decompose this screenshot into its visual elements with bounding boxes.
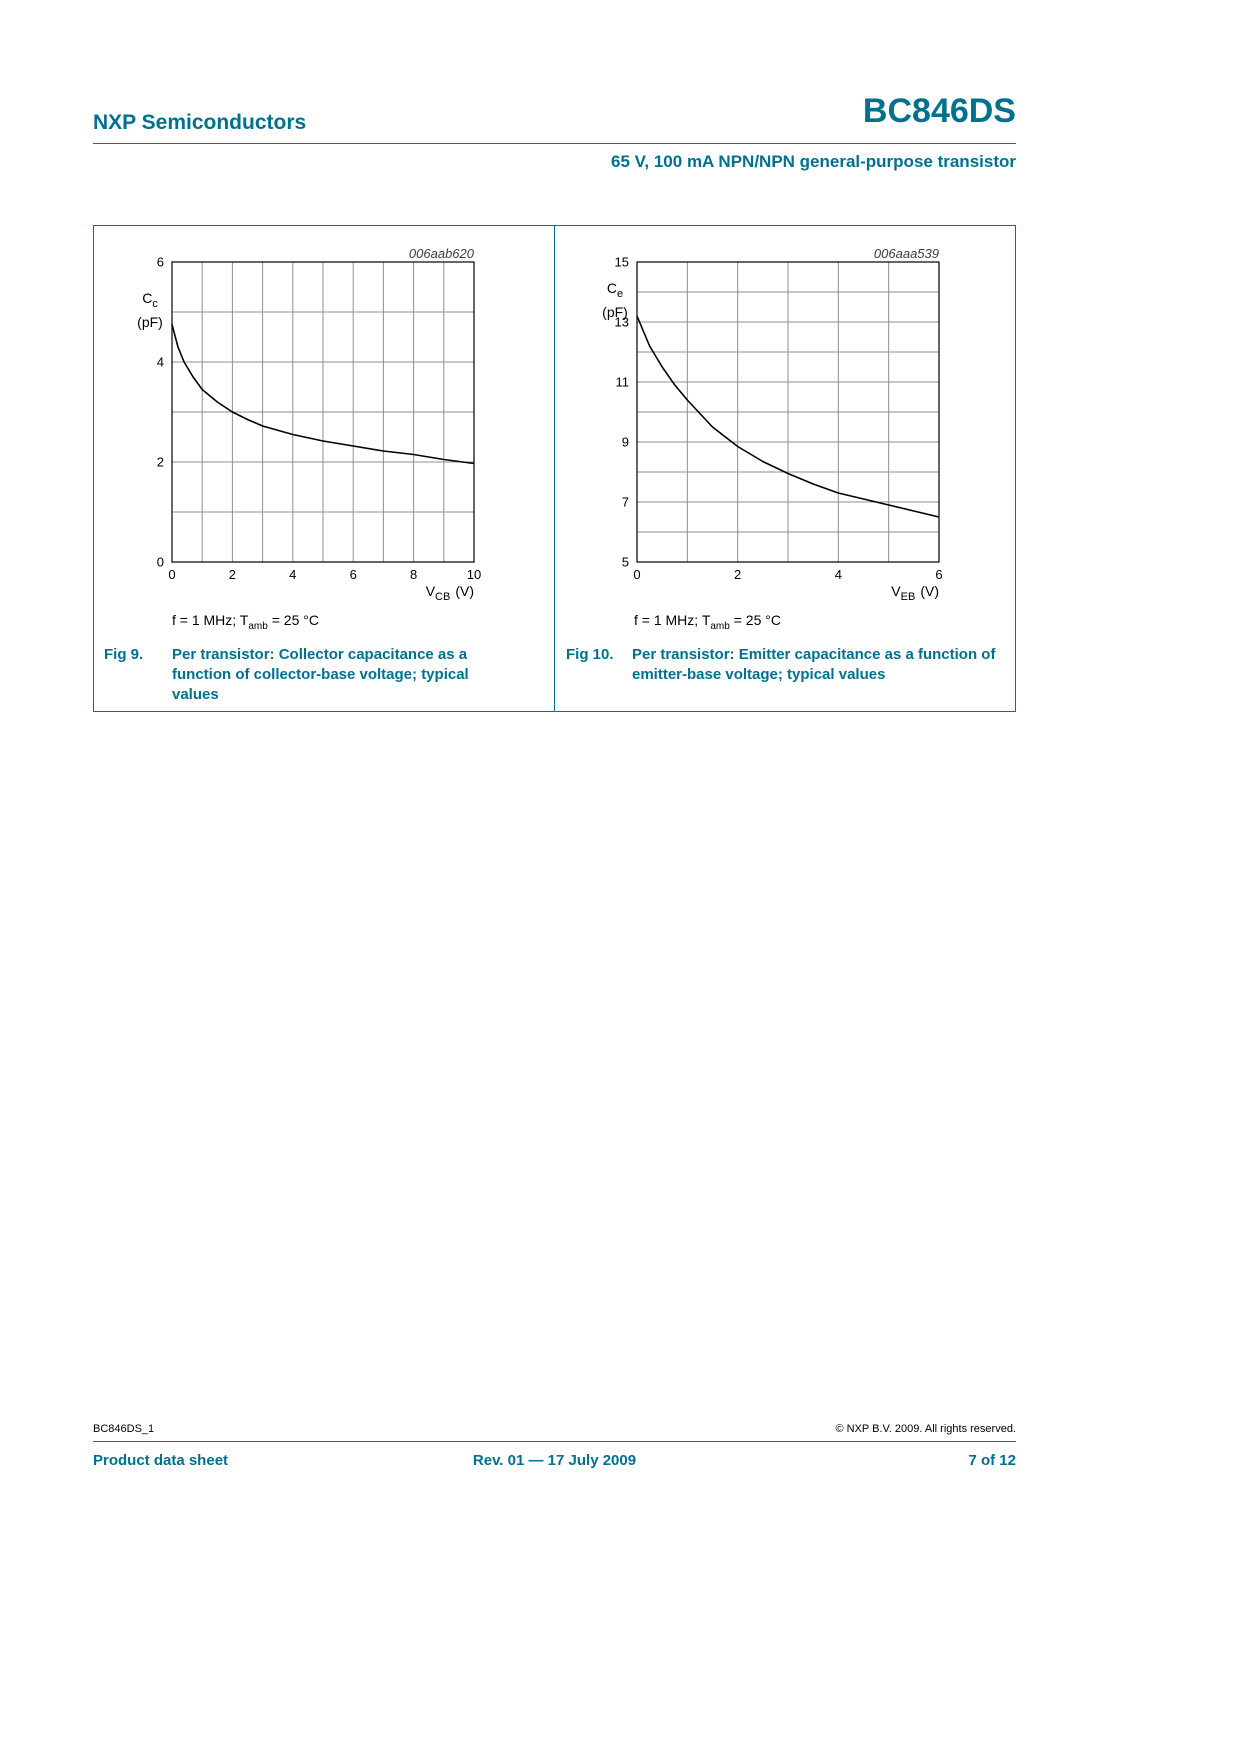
y-tick-label: 15: [615, 255, 629, 270]
fig9-caption-label: Fig 9.: [104, 646, 144, 663]
x-tick-label: 0: [168, 567, 175, 582]
footer-doc-id: BC846DS_1: [93, 1423, 155, 1435]
y-symbol-sub: c: [152, 297, 158, 310]
footer-copyright: © NXP B.V. 2009. All rights reserved.: [835, 1423, 1016, 1435]
fig9-conditions: f = 1 MHz; Tamb = 25 °C: [172, 612, 319, 632]
plot-frame: [171, 261, 475, 563]
vendor-name: NXP Semiconductors: [93, 111, 307, 134]
conditions-post: = 25 °C: [729, 612, 781, 628]
plot-frame: [636, 261, 940, 563]
x-tick-label: 8: [410, 567, 417, 582]
fig9-y-axis-label: Cc (pF): [130, 289, 170, 331]
y-tick-label: 11: [616, 375, 630, 390]
fig10-caption-text: Per transistor: Emitter capacitance as a…: [632, 646, 996, 683]
y-tick-label: 2: [157, 455, 164, 470]
y-symbol: C: [606, 280, 617, 296]
x-tick-label: 6: [350, 567, 357, 582]
fig9-y-axis-unit: (pF): [137, 313, 163, 330]
x-symbol-sub: CB: [435, 590, 451, 603]
y-tick-label: 6: [157, 255, 164, 270]
x-axis-unit: (V): [920, 583, 939, 599]
conditions-post: = 25 °C: [267, 612, 319, 628]
conditions-pre: f = 1 MHz; T: [634, 612, 711, 628]
y-tick-label: 5: [622, 555, 629, 570]
x-tick-label: 4: [289, 567, 296, 582]
fig9-chart-block: 0 2 4 6 0 2 4 6 8 10 006aab620 Cc (pF) VCB (V): [130, 245, 490, 610]
data-curve: [636, 315, 940, 518]
footer-revision: Rev. 01 — 17 July 2009: [472, 1452, 637, 1469]
fig10-y-axis-symbol: Ce: [595, 279, 635, 303]
x-tick-label: 2: [734, 567, 741, 582]
conditions-pre: f = 1 MHz; T: [172, 612, 249, 628]
x-symbol: V: [891, 583, 901, 599]
x-symbol-sub: EB: [900, 590, 916, 603]
collector-capacitance-chart: 0 2 4 6 0 2 4 6 8 10: [157, 255, 481, 583]
document-subtitle: 65 V, 100 mA NPN/NPN general-purpose tra…: [611, 152, 1016, 171]
fig10-caption: Fig 10. Per transistor: Emitter capacita…: [566, 645, 1014, 685]
panel-divider: [554, 226, 555, 711]
conditions-sub: amb: [710, 620, 730, 632]
emitter-capacitance-chart: 5 7 9 11 13 15 0 2 4 6: [615, 255, 943, 583]
y-tick-label: 9: [622, 435, 629, 450]
fig10-caption-label: Fig 10.: [566, 646, 614, 663]
fig9-plot-code: 006aab620: [408, 246, 474, 261]
x-axis-unit: (V): [455, 583, 474, 599]
fig10-x-axis-label: VEB (V): [891, 583, 939, 603]
y-tick-label: 7: [622, 495, 629, 510]
fig9-x-axis-label: VCB (V): [426, 583, 474, 603]
x-symbol: V: [425, 583, 436, 599]
y-symbol: C: [142, 290, 153, 306]
header-divider: [93, 143, 1016, 144]
fig10-chart-block: 5 7 9 11 13 15 0 2 4 6 006aaa539 Ce (pF) VEB (V): [595, 245, 955, 610]
data-curve: [171, 324, 475, 465]
conditions-sub: amb: [248, 620, 268, 632]
fig10-plot-code: 006aaa539: [873, 246, 939, 261]
footer-doc-type: Product data sheet: [93, 1452, 229, 1469]
fig9-caption: Fig 9. Per transistor: Collector capacit…: [104, 645, 517, 705]
fig10-y-axis-label: Ce (pF): [595, 279, 635, 321]
fig10-y-axis-unit: (pF): [602, 303, 628, 320]
part-number: BC846DS: [862, 92, 1016, 130]
y-tick-label: 13: [615, 315, 629, 330]
y-tick-label: 4: [157, 355, 164, 370]
fig9-y-axis-symbol: Cc: [130, 289, 170, 313]
x-tick-label: 4: [835, 567, 842, 582]
x-tick-label: 2: [229, 567, 236, 582]
footer-page-number: 7 of 12: [968, 1452, 1016, 1469]
y-symbol-sub: e: [617, 287, 624, 300]
fig10-conditions: f = 1 MHz; Tamb = 25 °C: [634, 612, 781, 632]
x-tick-label: 6: [935, 567, 942, 582]
x-tick-label: 0: [633, 567, 640, 582]
figures-panel: [93, 225, 1016, 712]
y-tick-label: 0: [157, 555, 164, 570]
x-tick-label: 10: [467, 567, 481, 582]
fig9-caption-text: Per transistor: Collector capacitance as…: [172, 646, 469, 703]
footer-divider: [93, 1441, 1016, 1442]
